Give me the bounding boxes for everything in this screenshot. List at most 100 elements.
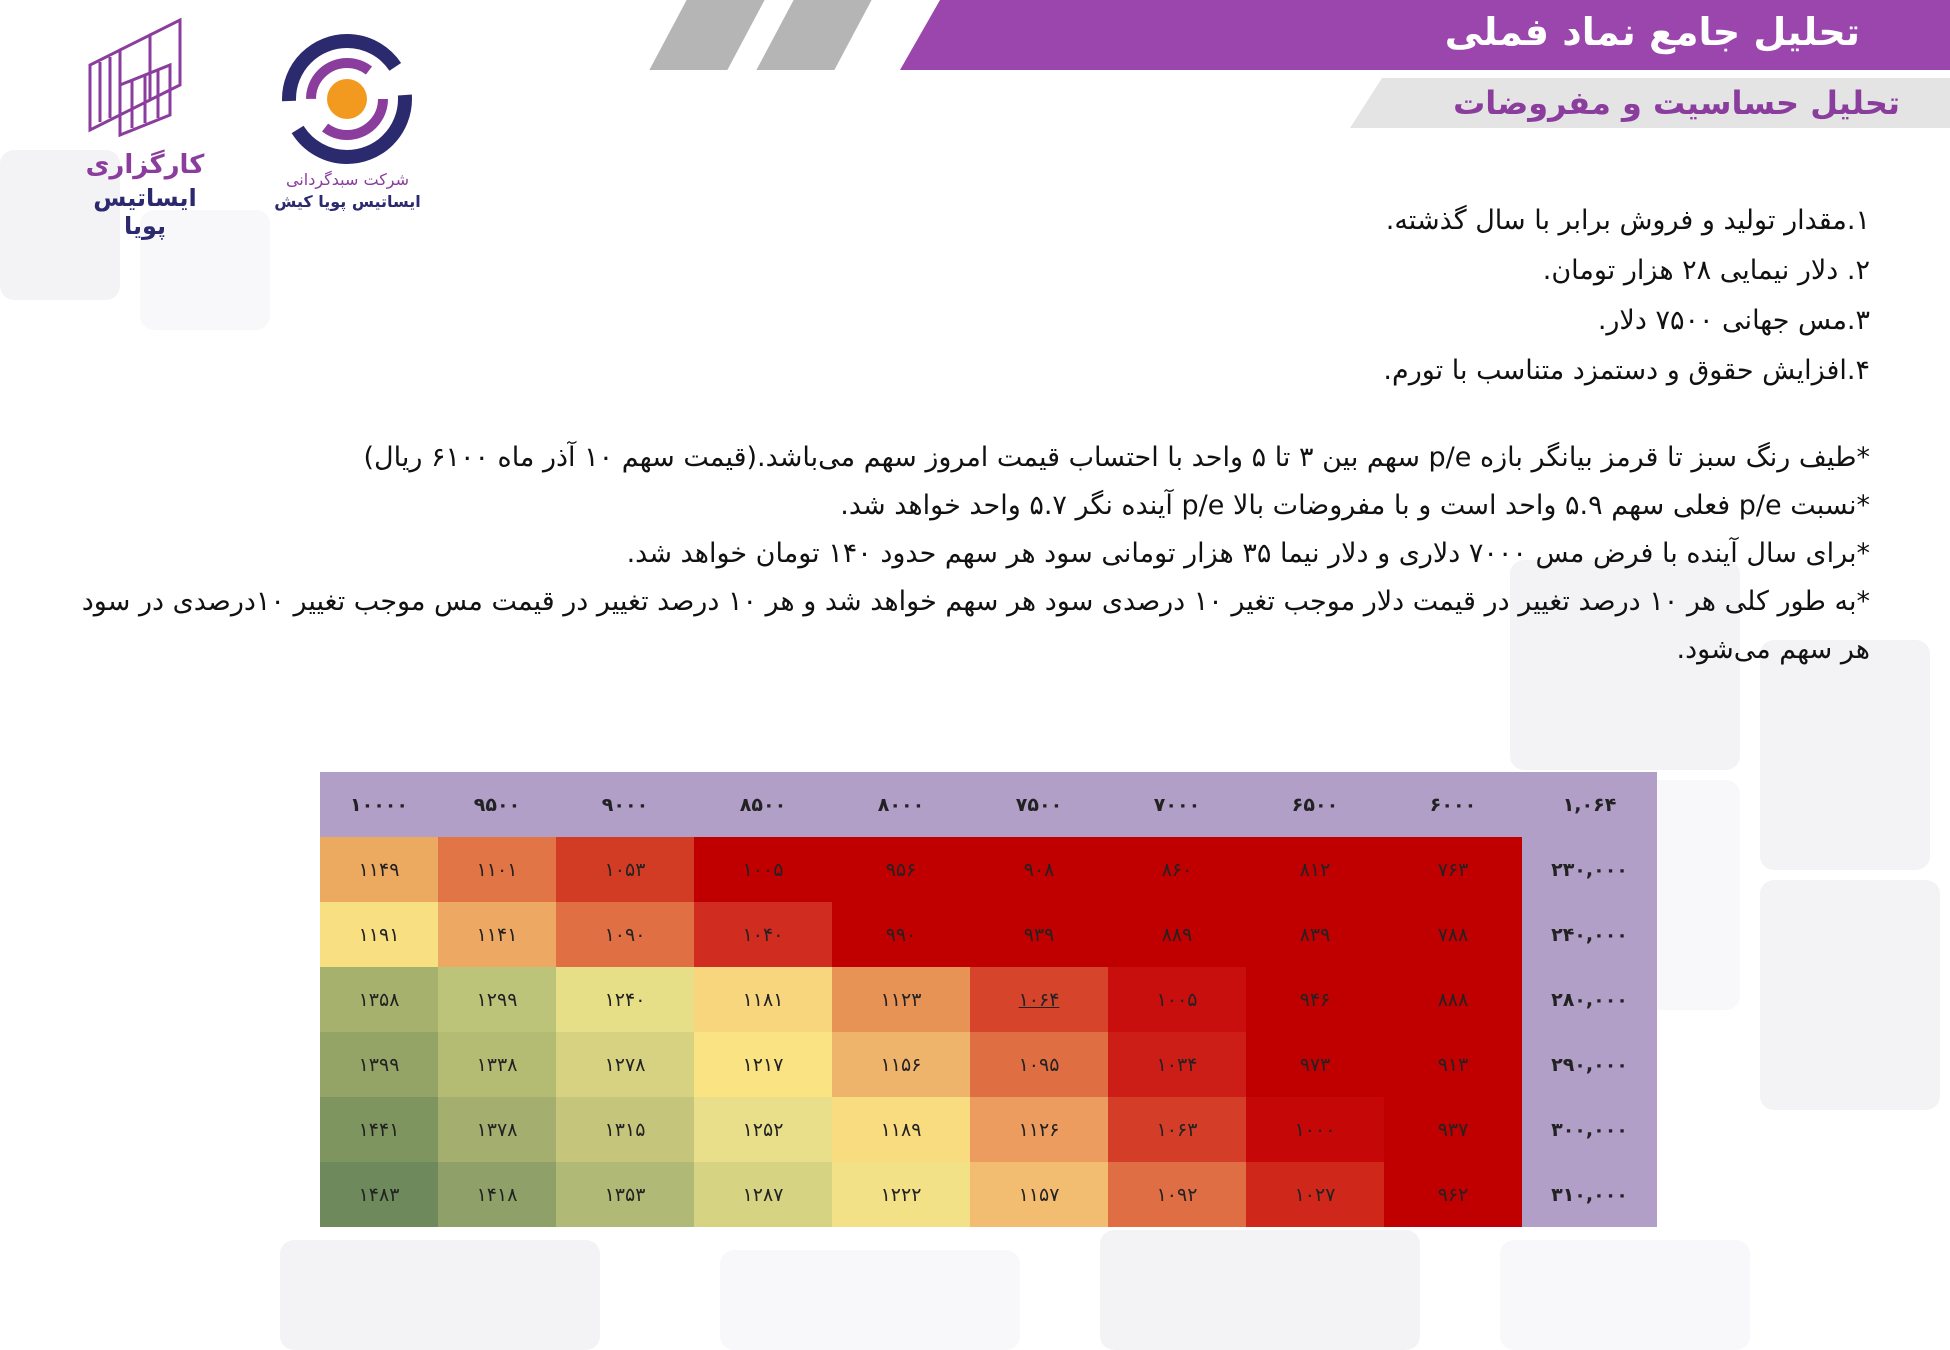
table-cell: ۸۸۹ [1108, 902, 1246, 967]
table-cell-value: ۱۰۴۰ [742, 923, 784, 946]
table-cell-value: ۱۴۴۱ [358, 1118, 400, 1141]
column-header-copper-price: ۱۰۰۰۰ [320, 772, 438, 837]
table-cell: ۹۶۲ [1384, 1162, 1522, 1227]
row-header-dollar-rate: ۳۱۰,۰۰۰ [1522, 1162, 1657, 1227]
background-tile [1760, 640, 1930, 870]
note-item: *نسبت p/e فعلی سهم ۵.۹ واحد است و با مفر… [840, 490, 1870, 521]
table-cell-value: ۱۱۲۳ [880, 988, 922, 1011]
table-cell-value: ۹۹۰ [885, 923, 917, 946]
title-bar: تحلیل جامع نماد فملی [900, 0, 1950, 70]
table-cell: ۸۳۹ [1246, 902, 1384, 967]
table-cell-value: ۱۴۸۳ [358, 1183, 400, 1206]
table-cell: ۹۳۷ [1384, 1097, 1522, 1162]
table-cell-value: ۱۳۵۸ [358, 988, 400, 1011]
table-cell: ۹۴۶ [1246, 967, 1384, 1032]
table-cell: ۱۰۹۲ [1108, 1162, 1246, 1227]
table-cell: ۱۰۴۰ [694, 902, 832, 967]
table-cell: ۱۰۶۳ [1108, 1097, 1246, 1162]
table-cell-value: ۱۱۲۶ [1018, 1118, 1060, 1141]
table-cell: ۱۱۴۹ [320, 837, 438, 902]
table-cell: ۱۰۰۰ [1246, 1097, 1384, 1162]
table-cell: ۹۹۰ [832, 902, 970, 967]
page-title: تحلیل جامع نماد فملی [1444, 10, 1860, 54]
table-cell-value: ۱۰۹۰ [604, 923, 646, 946]
table-cell-value: ۹۱۳ [1437, 1053, 1469, 1076]
table-cell-value: ۱۳۵۳ [604, 1183, 646, 1206]
table-cell-value: ۱۲۹۹ [476, 988, 518, 1011]
table-cell: ۱۲۲۲ [832, 1162, 970, 1227]
table-cell-value: ۹۳۷ [1437, 1118, 1469, 1141]
table-cell: ۱۳۷۸ [438, 1097, 556, 1162]
table-cell: ۱۳۹۹ [320, 1032, 438, 1097]
column-header-copper-price: ۶۰۰۰ [1384, 772, 1522, 837]
note-item: *برای سال آینده با فرض مس ۷۰۰۰ دلاری و د… [626, 538, 1870, 569]
assumption-item: ۴.افزایش حقوق و دستمزد متناسب با تورم. [1383, 355, 1870, 386]
broker-logo-line1: کارگزاری [85, 150, 205, 180]
table-cell: ۱۰۶۴ [970, 967, 1108, 1032]
table-cell-value: ۸۸۸ [1437, 988, 1469, 1011]
table-cell: ۱۱۸۱ [694, 967, 832, 1032]
table-cell-value: ۱۱۵۶ [880, 1053, 922, 1076]
assumption-item: ۲. دلار نیمایی ۲۸ هزار تومان. [1542, 255, 1870, 286]
table-row: ۲۸۰,۰۰۰ ۸۸۸ ۹۴۶ ۱۰۰۵ ۱۰۶۴ ۱۱۲۳ ۱۱۸۱ ۱۲۴۰ ۱۲۹۹ ۱۳۵… [320, 967, 1657, 1032]
table-cell: ۱۲۸۷ [694, 1162, 832, 1227]
background-tile [140, 210, 270, 330]
table-cell-value: ۱۰۶۴ [1018, 988, 1060, 1011]
table-cell: ۱۳۱۵ [556, 1097, 694, 1162]
table-cell: ۱۴۴۱ [320, 1097, 438, 1162]
row-header-dollar-rate: ۲۴۰,۰۰۰ [1522, 902, 1657, 967]
broker-logo-line2: ایساتیس پویا [93, 184, 197, 240]
table-cell-value: ۱۲۴۰ [604, 988, 646, 1011]
table-cell-value: ۱۰۰۵ [742, 858, 784, 881]
table-cell: ۱۰۳۴ [1108, 1032, 1246, 1097]
table-cell: ۱۲۴۰ [556, 967, 694, 1032]
table-cell: ۱۲۷۸ [556, 1032, 694, 1097]
table-row: ۳۱۰,۰۰۰ ۹۶۲ ۱۰۲۷ ۱۰۹۲ ۱۱۵۷ ۱۲۲۲ ۱۲۸۷ ۱۳۵۳ ۱۴۱۸ ۱۴… [320, 1162, 1657, 1227]
table-cell-value: ۱۳۳۸ [476, 1053, 518, 1076]
table-cell: ۷۸۸ [1384, 902, 1522, 967]
table-cell: ۱۳۵۸ [320, 967, 438, 1032]
table-cell-value: ۱۰۰۰ [1294, 1118, 1336, 1141]
table-cell: ۹۵۶ [832, 837, 970, 902]
table-cell: ۱۱۲۶ [970, 1097, 1108, 1162]
table-cell-value: ۹۷۳ [1299, 1053, 1331, 1076]
table-cell: ۱۱۹۱ [320, 902, 438, 967]
table-cell: ۱۰۰۵ [1108, 967, 1246, 1032]
table-cell: ۹۷۳ [1246, 1032, 1384, 1097]
table-cell: ۸۱۲ [1246, 837, 1384, 902]
table-cell: ۱۱۵۷ [970, 1162, 1108, 1227]
table-cell-value: ۱۱۴۱ [476, 923, 518, 946]
table-cell-value: ۱۱۴۹ [358, 858, 400, 881]
table-cell: ۷۶۳ [1384, 837, 1522, 902]
table-cell-value: ۱۰۰۵ [1156, 988, 1198, 1011]
table-row: ۲۳۰,۰۰۰ ۷۶۳ ۸۱۲ ۸۶۰ ۹۰۸ ۹۵۶ ۱۰۰۵ ۱۰۵۳ ۱۱۰۱ ۱۱۴۹ [320, 837, 1657, 902]
table-cell: ۱۲۹۹ [438, 967, 556, 1032]
table-cell-value: ۱۲۸۷ [742, 1183, 784, 1206]
background-tile [720, 1250, 1020, 1350]
table-cell-value: ۱۲۱۷ [742, 1053, 784, 1076]
assumption-item: ۱.مقدار تولید و فروش برابر با سال گذشته. [1385, 205, 1870, 236]
background-tile [1760, 880, 1940, 1110]
table-cell-value: ۸۳۹ [1299, 923, 1331, 946]
table-cell: ۱۴۸۳ [320, 1162, 438, 1227]
table-cell-value: ۱۲۲۲ [880, 1183, 922, 1206]
row-header-dollar-rate: ۲۹۰,۰۰۰ [1522, 1032, 1657, 1097]
table-cell: ۱۱۴۱ [438, 902, 556, 967]
table-cell-value: ۱۰۹۵ [1018, 1053, 1060, 1076]
column-header-copper-price: ۹۵۰۰ [438, 772, 556, 837]
table-cell-value: ۱۱۸۹ [880, 1118, 922, 1141]
table-cell-value: ۸۱۲ [1299, 858, 1331, 881]
table-cell-value: ۱۱۸۱ [742, 988, 784, 1011]
sensitivity-table: ۱,۰۶۴ ۶۰۰۰ ۶۵۰۰ ۷۰۰۰ ۷۵۰۰ ۸۰۰۰ ۸۵۰۰ ۹۰۰۰ ۹۵۰۰ ۱۰… [320, 772, 1657, 1227]
header-stripe [756, 0, 872, 70]
table-cell: ۱۰۹۵ [970, 1032, 1108, 1097]
note-item: *به طور کلی هر ۱۰ درصد تغییر در قیمت دلا… [81, 586, 1870, 665]
header-stripe [649, 0, 765, 70]
table-cell: ۱۱۰۱ [438, 837, 556, 902]
background-tile [1100, 1230, 1420, 1350]
column-header-copper-price: ۸۰۰۰ [832, 772, 970, 837]
table-cell-value: ۱۱۰۱ [476, 858, 518, 881]
table-row: ۲۹۰,۰۰۰ ۹۱۳ ۹۷۳ ۱۰۳۴ ۱۰۹۵ ۱۱۵۶ ۱۲۱۷ ۱۲۷۸ ۱۳۳۸ ۱۳۹… [320, 1032, 1657, 1097]
column-header-copper-price: ۸۵۰۰ [694, 772, 832, 837]
table-cell-value: ۹۶۲ [1437, 1183, 1469, 1206]
